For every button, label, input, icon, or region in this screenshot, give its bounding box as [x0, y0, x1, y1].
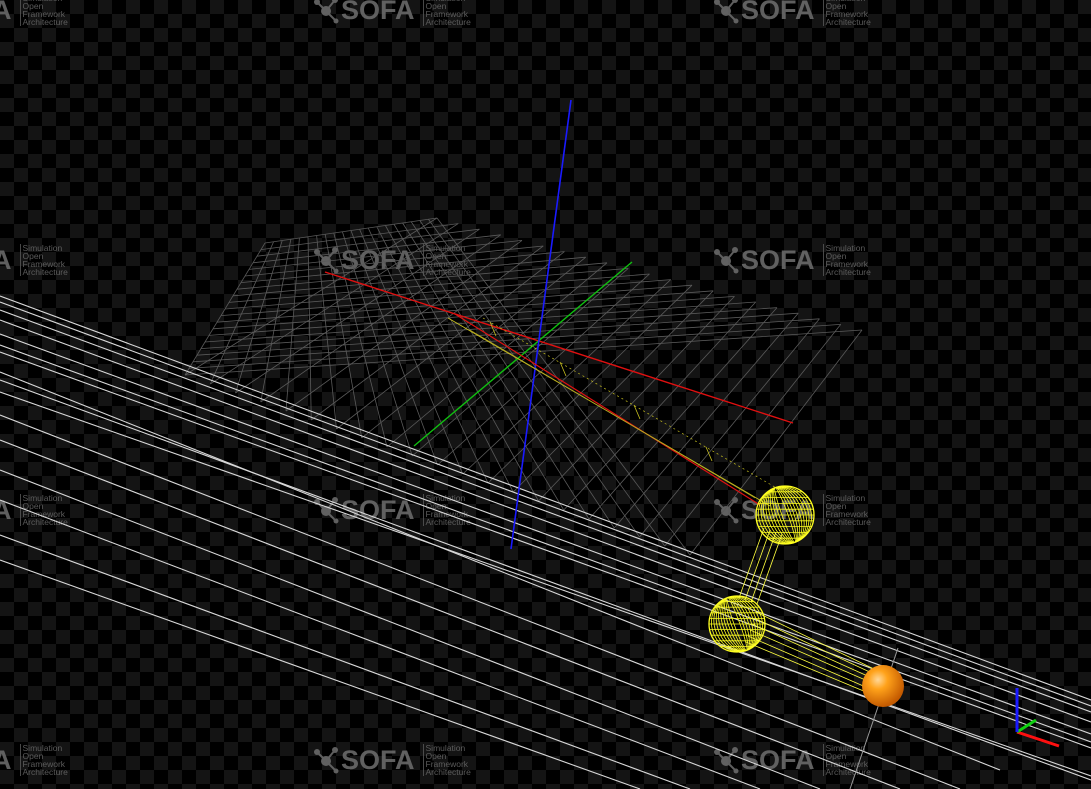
grid-line: [538, 296, 735, 502]
wire-line: [0, 391, 1091, 777]
grid-line: [285, 237, 300, 412]
grid-line: [208, 296, 735, 336]
grid-line: [487, 284, 693, 484]
grid-line: [260, 239, 292, 403]
grid-line: [419, 220, 640, 538]
z-axis-line: [510, 99, 572, 550]
particle-sphere[interactable]: [862, 665, 904, 707]
grid-line: [210, 223, 459, 385]
grid-line: [252, 234, 501, 264]
grid-line: [639, 318, 820, 538]
grid-line: [689, 329, 863, 556]
wire-line: [0, 301, 1091, 707]
grid-line: [188, 324, 841, 369]
grid-line: [385, 225, 539, 502]
wire-line: [0, 309, 1091, 713]
grid-line: [235, 228, 480, 394]
grid-line: [224, 273, 650, 310]
wire-line: [0, 439, 901, 789]
grid-line: [248, 240, 523, 270]
grid-line: [184, 329, 863, 376]
grid-line: [367, 227, 489, 484]
wire-tube-mesh: [0, 295, 1091, 789]
grid-line: [410, 221, 615, 529]
grid-line: [260, 234, 501, 403]
y-axis-line: [413, 261, 633, 447]
grid-line: [411, 268, 629, 457]
instrument-beam: [447, 313, 781, 507]
grid-line: [324, 234, 363, 439]
wire-line: [0, 499, 761, 789]
grid-line: [209, 241, 274, 385]
spring-links: [738, 527, 877, 693]
grid-line: [200, 307, 778, 349]
grid-line: [428, 219, 666, 547]
grid-line: [664, 324, 842, 547]
collision-sphere[interactable]: [704, 589, 771, 659]
grid-line: [196, 312, 799, 356]
wire-line: [0, 534, 691, 789]
wire-line: [0, 319, 1091, 723]
grid-line: [285, 240, 523, 412]
floor-grid: [184, 217, 863, 556]
grid-line: [184, 217, 438, 376]
grid-line: [361, 256, 587, 439]
grid-line: [264, 217, 438, 244]
grid-line: [240, 251, 565, 283]
grid-line: [236, 256, 586, 290]
wire-line: [0, 351, 1091, 749]
grid-line: [336, 251, 565, 430]
collision-sphere[interactable]: [751, 479, 820, 551]
wire-line: [0, 414, 961, 789]
grid-line: [216, 284, 693, 323]
grid-line: [386, 262, 608, 448]
world-axes: [324, 99, 794, 550]
wire-line: [0, 559, 641, 789]
wire-line: [0, 295, 1091, 701]
grid-line: [376, 226, 514, 493]
grid-line: [563, 301, 757, 511]
wire-line: [0, 469, 821, 789]
wire-line: [0, 371, 1001, 771]
wire-line: [0, 333, 1091, 735]
grid-line: [220, 279, 671, 316]
grid-line: [588, 307, 778, 520]
grid-line: [333, 232, 388, 448]
grid-line: [260, 223, 459, 250]
grid-line: [512, 290, 714, 493]
grid-line: [307, 236, 312, 421]
grid-line: [342, 231, 413, 457]
grid-line: [244, 245, 544, 277]
axis-orientation-icon: [1015, 688, 1060, 748]
grid-line: [462, 279, 672, 475]
grid-line: [613, 312, 799, 529]
x-axis-line: [324, 271, 794, 424]
grid-line: [402, 222, 590, 520]
grid-line: [235, 240, 283, 394]
grid-line: [232, 262, 608, 297]
grid-line: [212, 290, 714, 330]
grid-line: [192, 318, 820, 363]
grid-line: [311, 245, 544, 421]
wire-line: [0, 379, 1091, 781]
grid-line: [359, 229, 464, 475]
wire-line: [0, 344, 1091, 743]
